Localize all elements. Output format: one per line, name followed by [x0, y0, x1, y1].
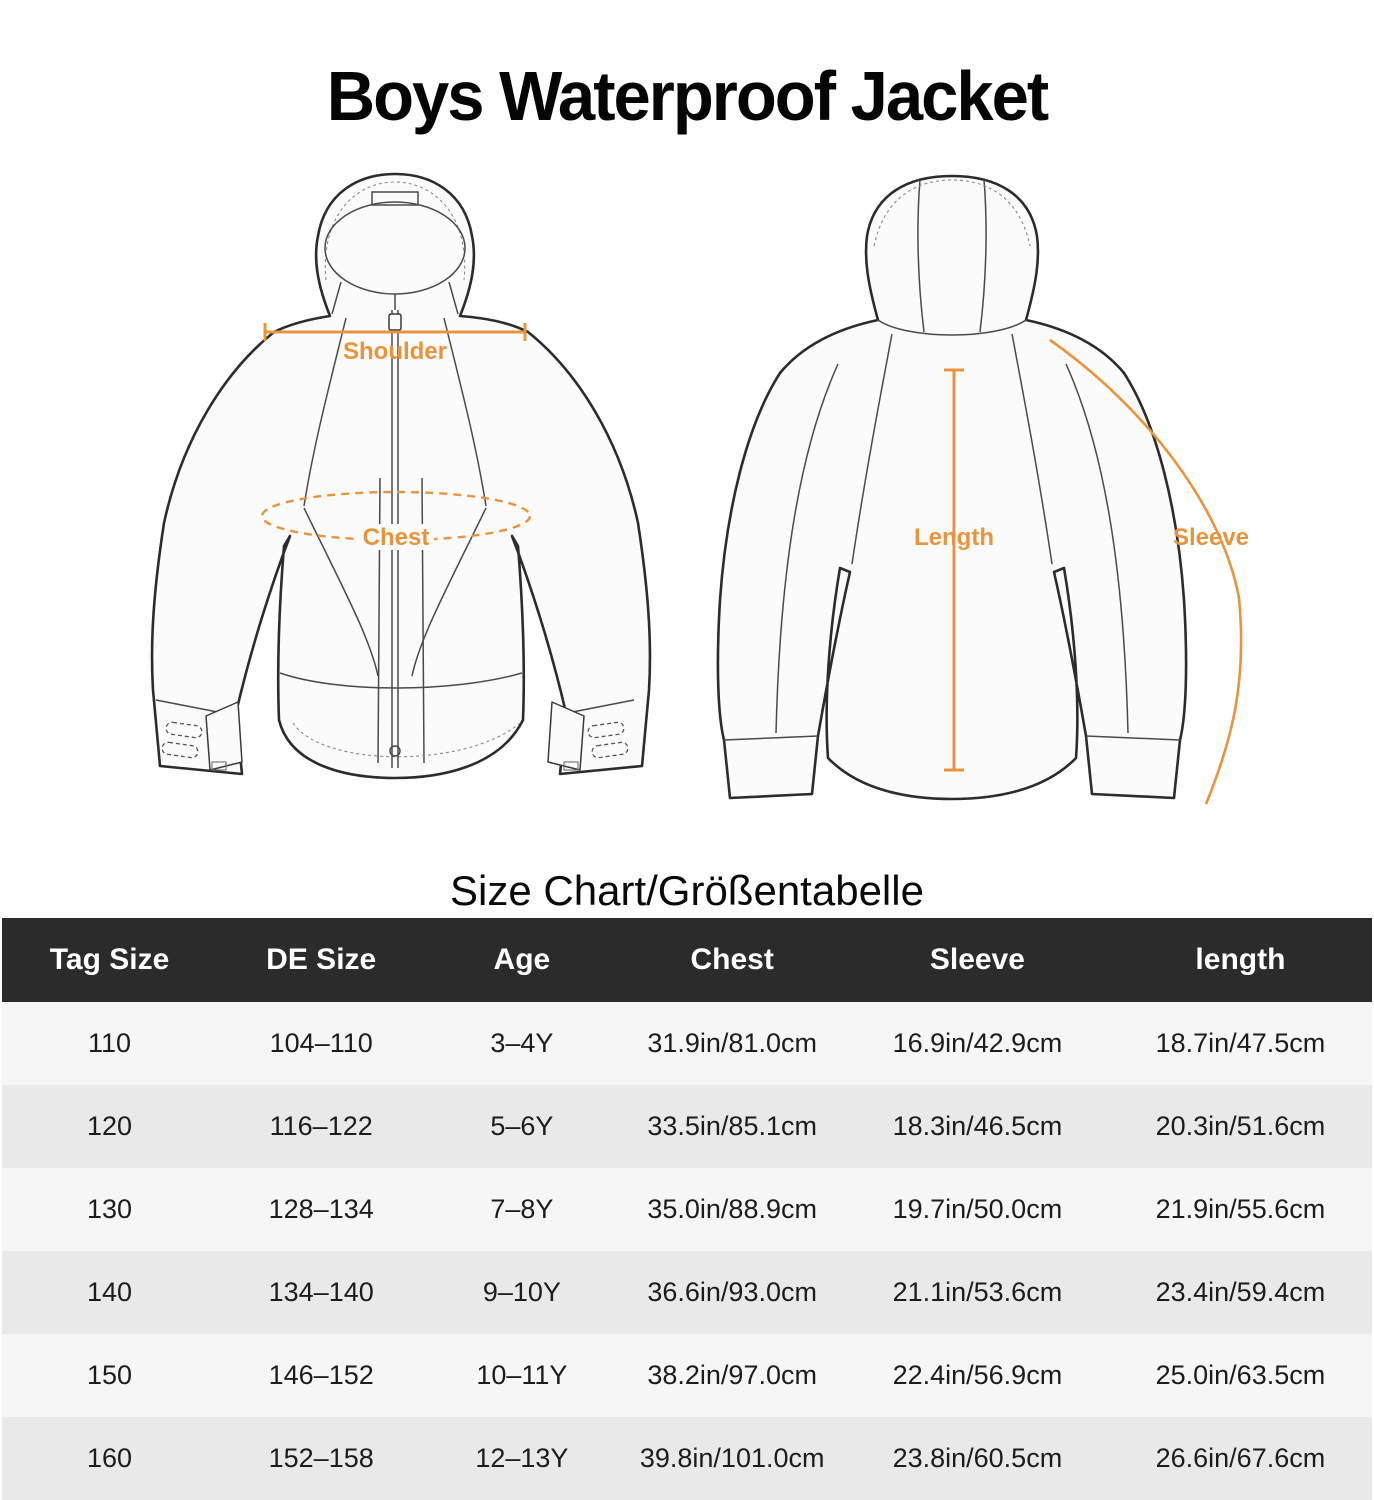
table-cell: 140 — [87, 1277, 133, 1307]
table-row: 130 128–134 7–8Y 35.0in/88.9cm 19.7in/50.0cm… — [2, 1168, 1372, 1251]
table-cell: 21.1in/53.6cm — [892, 1277, 1063, 1307]
table-row: 150 146–152 10–11Y 38.2in/97.0cm 22.4in/56.9… — [2, 1334, 1372, 1417]
jacket-front-diagram: Shoulder Chest — [150, 172, 652, 780]
table-cell: 33.5in/85.1cm — [647, 1111, 817, 1141]
table-cell: 110 — [88, 1028, 132, 1058]
column-header: length — [1195, 943, 1286, 976]
size-table-body: 110 104–110 3–4Y 31.9in/81.0cm 16.9in/42.9cm… — [2, 1002, 1372, 1500]
table-cell: 150 — [87, 1360, 133, 1390]
chest-measure: Chest — [260, 490, 532, 551]
table-cell: 146–152 — [268, 1360, 374, 1390]
table-cell: 38.2in/97.0cm — [647, 1360, 817, 1390]
table-cell: 18.7in/47.5cm — [1155, 1028, 1326, 1058]
size-table-header: Tag Size DE Size Age Chest Sleeve length — [2, 918, 1372, 1002]
column-header: Tag Size — [49, 943, 170, 976]
table-cell: 130 — [87, 1194, 133, 1224]
jacket-back-outline — [716, 174, 1188, 801]
length-measure: Length — [914, 368, 994, 772]
column-header: Sleeve — [929, 943, 1025, 976]
chest-label: Chest — [363, 524, 430, 551]
shoulder-measure: Shoulder — [263, 323, 527, 365]
sleeve-measure: Sleeve — [1049, 338, 1249, 805]
table-cell: 20.3in/51.6cm — [1155, 1111, 1326, 1141]
table-cell: 21.9in/55.6cm — [1155, 1194, 1326, 1224]
table-cell: 9–10Y — [482, 1277, 561, 1307]
table-cell: 18.3in/46.5cm — [892, 1111, 1063, 1141]
table-cell: 35.0in/88.9cm — [647, 1194, 817, 1224]
table-cell: 36.6in/93.0cm — [647, 1277, 817, 1307]
shoulder-label: Shoulder — [343, 338, 447, 365]
table-cell: 22.4in/56.9cm — [892, 1360, 1063, 1390]
table-cell: 39.8in/101.0cm — [639, 1443, 825, 1473]
table-cell: 10–11Y — [476, 1360, 568, 1390]
length-label: Length — [914, 524, 994, 551]
size-chart-heading: Size Chart/Größentabelle — [450, 866, 924, 914]
column-header: Chest — [690, 943, 774, 976]
table-cell: 16.9in/42.9cm — [892, 1028, 1063, 1058]
page-title: Boys Waterproof Jacket — [326, 57, 1050, 136]
table-cell: 104–110 — [269, 1028, 373, 1058]
table-cell: 3–4Y — [490, 1028, 554, 1058]
table-cell: 120 — [87, 1111, 133, 1141]
table-cell: 23.4in/59.4cm — [1155, 1277, 1326, 1307]
jacket-front-outline — [150, 172, 652, 780]
column-header: DE Size — [266, 943, 377, 976]
table-cell: 7–8Y — [490, 1194, 554, 1224]
table-cell: 31.9in/81.0cm — [647, 1028, 817, 1058]
table-cell: 152–158 — [268, 1443, 374, 1473]
table-row: 120 116–122 5–6Y 33.5in/85.1cm 18.3in/46.5cm… — [2, 1085, 1372, 1168]
table-cell: 134–140 — [268, 1277, 374, 1307]
table-cell: 12–13Y — [475, 1443, 569, 1473]
table-cell: 5–6Y — [490, 1111, 554, 1141]
table-cell: 160 — [87, 1443, 133, 1473]
column-header: Age — [493, 943, 551, 976]
table-row: 160 152–158 12–13Y 39.8in/101.0cm 23.8in/60.… — [2, 1417, 1372, 1500]
zipper-slider — [388, 313, 402, 331]
jacket-back-diagram: Length Sleeve — [716, 174, 1249, 805]
table-cell: 19.7in/50.0cm — [892, 1194, 1063, 1224]
table-cell: 26.6in/67.6cm — [1155, 1443, 1326, 1473]
sleeve-label: Sleeve — [1173, 524, 1249, 551]
table-cell: 128–134 — [268, 1194, 374, 1224]
table-cell: 23.8in/60.5cm — [892, 1443, 1063, 1473]
table-row: 110 104–110 3–4Y 31.9in/81.0cm 16.9in/42.9cm… — [2, 1002, 1372, 1085]
table-row: 140 134–140 9–10Y 36.6in/93.0cm 21.1in/53.6c… — [2, 1251, 1372, 1334]
table-cell: 25.0in/63.5cm — [1155, 1360, 1326, 1390]
size-table: Tag Size DE Size Age Chest Sleeve length 110 1… — [2, 918, 1372, 1500]
table-cell: 116–122 — [269, 1111, 373, 1141]
